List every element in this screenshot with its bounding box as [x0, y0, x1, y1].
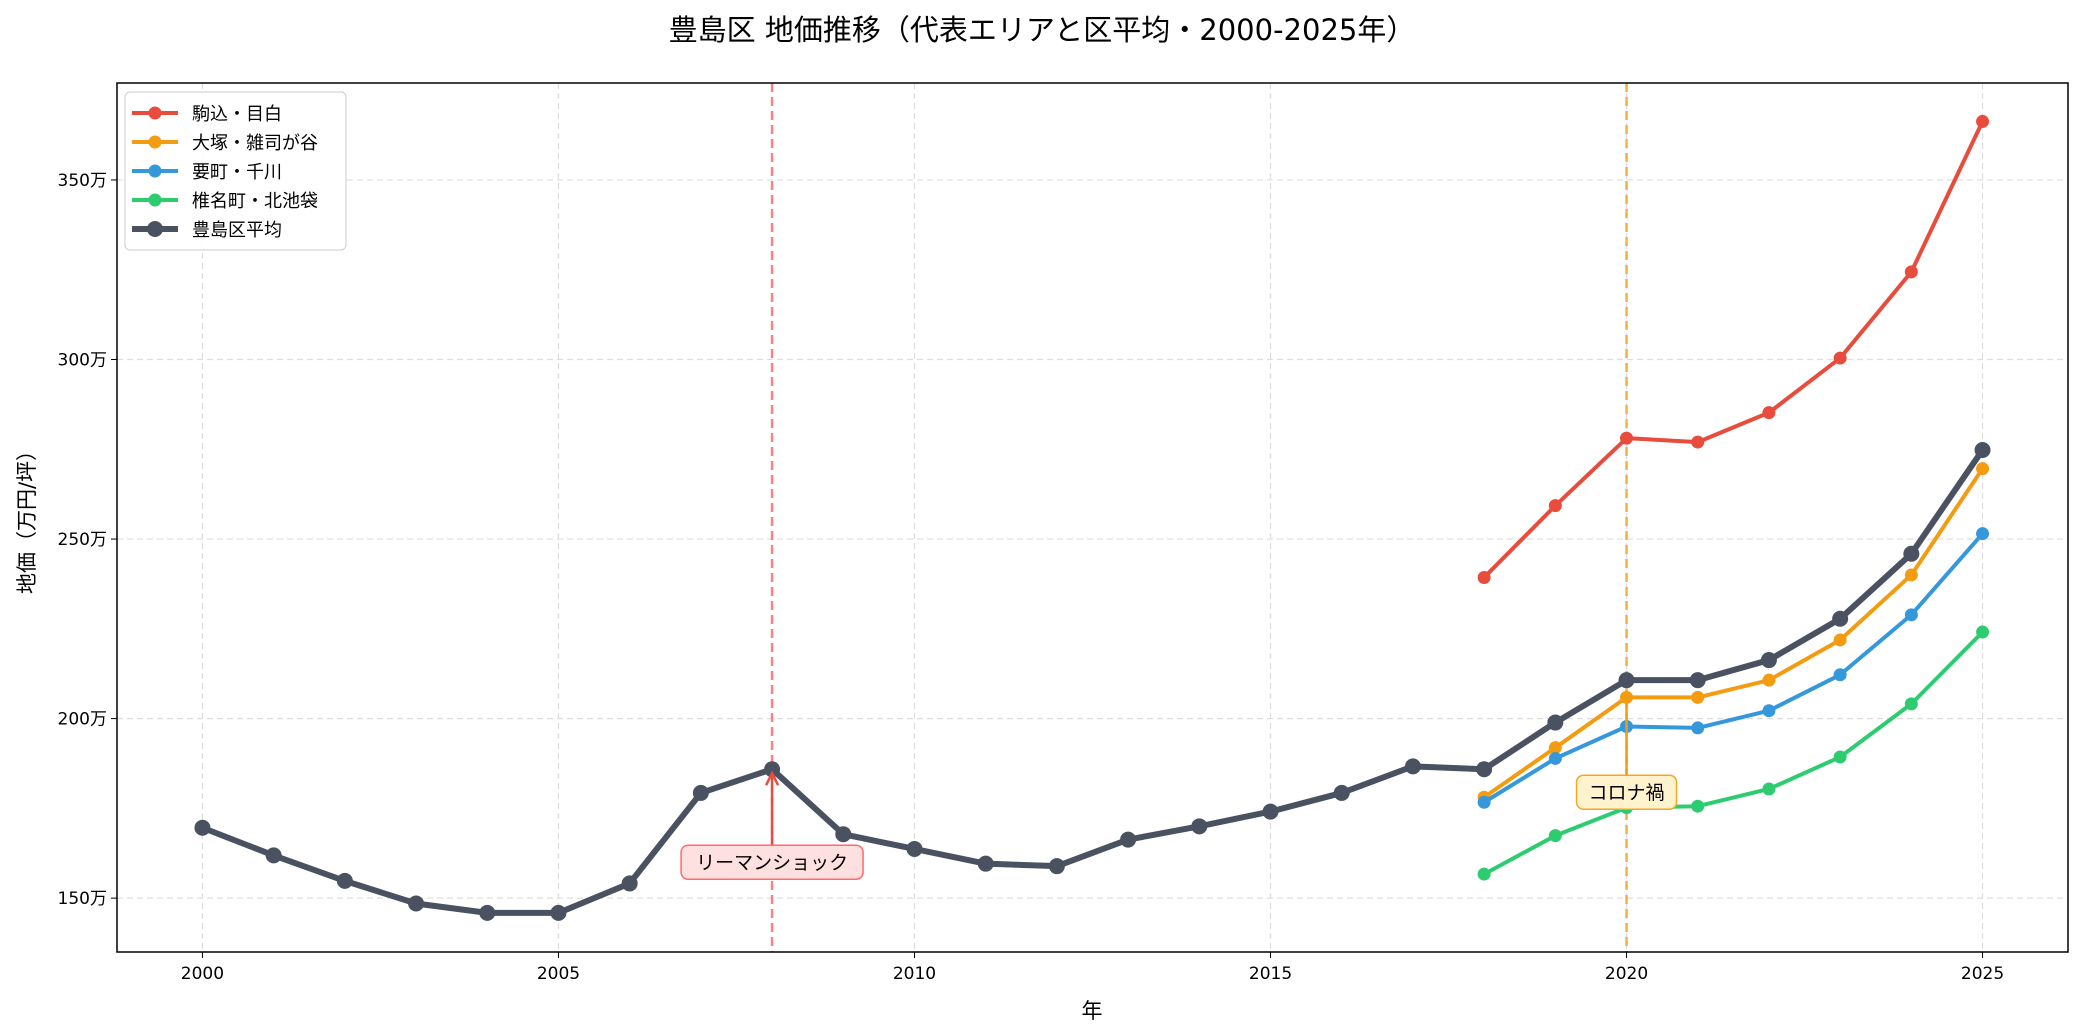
legend-marker	[148, 193, 162, 207]
data-point	[1618, 672, 1635, 689]
data-point	[550, 904, 567, 921]
data-point	[408, 895, 425, 912]
series-0	[1477, 114, 1990, 584]
y-tick-label: 200万	[58, 710, 107, 730]
data-point	[265, 847, 282, 864]
y-tick-label: 300万	[58, 351, 107, 371]
data-point	[1548, 751, 1562, 765]
data-point	[692, 784, 709, 801]
data-point	[336, 872, 353, 889]
data-point	[977, 855, 994, 872]
x-tick-label: 2010	[893, 964, 936, 984]
annotation-box	[1575, 774, 1678, 810]
legend-marker	[148, 164, 162, 178]
data-point	[1976, 625, 1990, 639]
data-point	[906, 840, 923, 857]
data-point	[1833, 633, 1847, 647]
data-point	[194, 819, 211, 836]
data-point	[1547, 714, 1564, 731]
y-tick-label: 350万	[58, 171, 107, 191]
legend-marker	[148, 135, 162, 149]
data-point	[1262, 803, 1279, 820]
data-point	[621, 875, 638, 892]
data-point	[1691, 435, 1705, 449]
annotation: リーマンショック	[680, 770, 864, 880]
data-point	[479, 904, 496, 921]
data-point	[1691, 799, 1705, 813]
series-line	[1483, 532, 1985, 804]
y-tick-label: 250万	[58, 530, 107, 550]
data-point	[764, 761, 781, 778]
data-point	[1904, 697, 1918, 711]
series-4	[194, 441, 1991, 921]
data-point	[1903, 545, 1920, 562]
data-point	[1760, 652, 1777, 669]
x-tick-label: 2020	[1605, 964, 1648, 984]
data-point	[1762, 406, 1776, 420]
data-point	[1762, 782, 1776, 796]
legend-label: 大塚・雑司が谷	[192, 133, 318, 154]
data-point	[1477, 867, 1491, 881]
annotation-box	[680, 844, 864, 880]
data-point	[1548, 741, 1562, 755]
data-point	[1833, 750, 1847, 764]
x-tick-label: 2005	[537, 964, 580, 984]
legend-label: 駒込・目白	[192, 104, 282, 125]
legend-box	[124, 91, 347, 251]
plot-frame	[116, 82, 2069, 953]
legend-marker	[148, 106, 162, 120]
series-line	[1483, 630, 1984, 876]
data-point	[1762, 704, 1776, 718]
legend-label: 要町・千川	[192, 162, 282, 183]
data-point	[1762, 673, 1776, 687]
annotation-text: リーマンショック	[696, 852, 848, 874]
data-point	[1404, 758, 1421, 775]
data-point	[1833, 351, 1847, 365]
data-point	[1548, 829, 1562, 843]
data-point	[1548, 499, 1562, 513]
annotation-text: コロナ禍	[1589, 782, 1665, 804]
x-tick-label: 2025	[1961, 964, 2004, 984]
chart-title: 豊島区 地価推移（代表エリアと区平均・2000-2025年）	[669, 13, 1416, 47]
data-point	[1333, 784, 1350, 801]
data-point	[1620, 690, 1634, 704]
data-point	[1191, 818, 1208, 835]
data-point	[1976, 114, 1990, 128]
series-line	[1482, 120, 1985, 579]
x-tick-label: 2000	[181, 964, 224, 984]
legend-label: 豊島区平均	[192, 220, 282, 241]
data-point	[1477, 795, 1491, 809]
data-point	[1904, 265, 1918, 279]
data-point	[1620, 431, 1634, 445]
data-point	[1120, 831, 1137, 848]
x-tick-label: 2015	[1249, 964, 1292, 984]
series-1	[1477, 462, 1990, 804]
data-point	[1976, 462, 1990, 476]
series-line	[1482, 467, 1985, 799]
series-2	[1477, 527, 1990, 809]
annotation: コロナ禍	[1575, 703, 1678, 810]
data-point	[1477, 570, 1491, 584]
x-axis-label: 年	[1082, 999, 1103, 1023]
data-point	[1832, 610, 1849, 627]
data-point	[1904, 608, 1918, 622]
data-point	[1476, 761, 1493, 778]
data-point	[1833, 668, 1847, 682]
y-axis-label: 地価（万円/坪）	[15, 440, 39, 594]
data-point	[1691, 721, 1705, 735]
legend-label: 椎名町・北池袋	[192, 191, 318, 212]
data-point	[1689, 672, 1706, 689]
y-tick-label: 150万	[58, 889, 107, 909]
data-point	[1691, 690, 1705, 704]
arrow-head-icon	[764, 770, 780, 786]
data-point	[1974, 441, 1991, 458]
series-line	[201, 448, 1986, 916]
data-point	[1048, 858, 1065, 875]
legend-marker	[147, 221, 163, 237]
data-point	[1976, 527, 1990, 541]
data-point	[1904, 568, 1918, 582]
data-point	[835, 826, 852, 843]
